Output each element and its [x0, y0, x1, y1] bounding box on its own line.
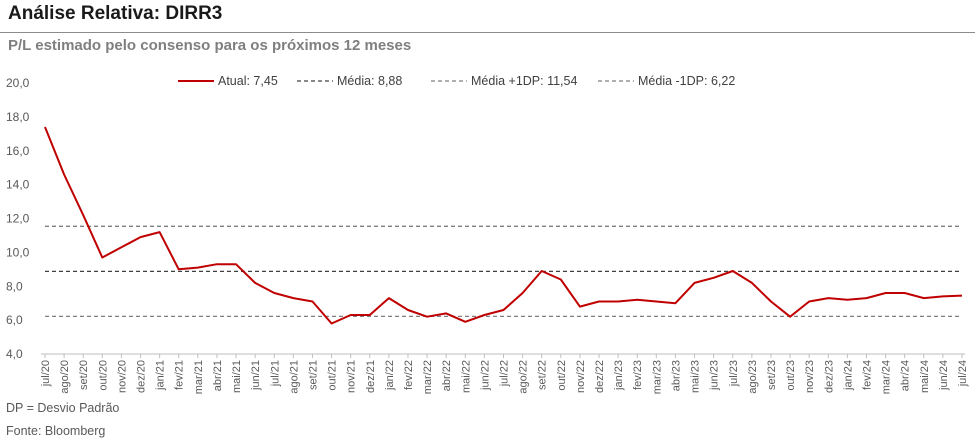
x-tick-label: ago/20 — [59, 360, 71, 394]
x-axis-ticks: jul/20 ago/20 set/20 out/20 nov/20 dez/20 jan/… — [40, 354, 969, 394]
x-tick-label: jan/24 — [842, 360, 854, 391]
legend-item-atual: Atual: 7,45 — [178, 74, 278, 88]
x-tick-label: nov/23 — [804, 360, 816, 393]
x-tick-label: out/22 — [556, 360, 568, 391]
x-tick-label: ago/21 — [288, 360, 300, 394]
x-tick-label: set/21 — [307, 360, 319, 390]
x-tick-label: mai/21 — [231, 360, 243, 393]
x-tick-label: jun/22 — [479, 360, 491, 391]
x-tick-label: fev/24 — [861, 360, 873, 390]
y-tick-label: 6,0 — [6, 313, 23, 327]
y-tick-label: 4,0 — [6, 347, 23, 361]
y-tick-label: 14,0 — [6, 178, 30, 192]
x-tick-label: fev/21 — [174, 360, 186, 390]
pe-line-chart: 4,0 6,0 8,0 10,0 12,0 14,0 16,0 18,0 20,0 jul/20… — [6, 74, 969, 394]
x-tick-label: ago/23 — [747, 360, 759, 394]
x-tick-label: dez/20 — [136, 360, 148, 393]
x-tick-label: out/20 — [97, 360, 109, 391]
legend-label: Atual: 7,45 — [218, 74, 278, 88]
x-tick-label: jan/23 — [613, 360, 625, 391]
y-tick-label: 16,0 — [6, 144, 30, 158]
x-tick-label: jun/23 — [709, 360, 721, 391]
x-tick-label: jan/21 — [155, 360, 167, 391]
x-tick-label: fev/22 — [403, 360, 415, 390]
x-tick-label: abr/23 — [670, 360, 682, 391]
x-tick-label: set/22 — [537, 360, 549, 390]
x-tick-label: mar/22 — [422, 360, 434, 394]
x-tick-label: set/20 — [78, 360, 90, 390]
x-tick-label: nov/22 — [575, 360, 587, 393]
legend-item-media-plus-1sd: Média +1DP: 11,54 — [431, 74, 577, 88]
x-tick-label: mai/22 — [460, 360, 472, 393]
x-tick-label: nov/20 — [116, 360, 128, 393]
legend-label: Média -1DP: 6,22 — [638, 74, 735, 88]
legend: Atual: 7,45 Média: 8,88 Média +1DP: 11,54 M… — [178, 74, 735, 88]
x-tick-label: set/23 — [766, 360, 778, 390]
y-tick-label: 18,0 — [6, 110, 30, 124]
x-tick-label: jul/23 — [728, 360, 740, 387]
series-line-atual — [44, 126, 963, 325]
x-tick-label: dez/22 — [594, 360, 606, 393]
y-tick-label: 12,0 — [6, 212, 30, 226]
x-tick-label: jul/20 — [40, 360, 52, 387]
legend-label: Média: 8,88 — [337, 74, 402, 88]
x-tick-label: jul/21 — [269, 360, 281, 387]
legend-item-media-minus-1sd: Média -1DP: 6,22 — [598, 74, 735, 88]
x-tick-label: ago/22 — [518, 360, 530, 394]
y-tick-label: 20,0 — [6, 76, 30, 90]
chart-title: Análise Relativa: DIRR3 — [8, 3, 223, 24]
x-tick-label: fev/23 — [632, 360, 644, 390]
x-tick-label: abr/21 — [212, 360, 224, 391]
reference-lines — [45, 225, 962, 318]
chart-subtitle: P/L estimado pelo consenso para os próxi… — [8, 37, 412, 54]
legend-item-media: Média: 8,88 — [297, 74, 402, 88]
footnote: DP = Desvio Padrão — [6, 401, 120, 415]
x-tick-label: jun/21 — [250, 360, 262, 391]
y-axis-ticks: 4,0 6,0 8,0 10,0 12,0 14,0 16,0 18,0 20,0 — [6, 76, 30, 361]
x-tick-label: abr/24 — [900, 360, 912, 391]
y-tick-label: 10,0 — [6, 245, 30, 259]
x-tick-label: mai/23 — [690, 360, 702, 393]
x-tick-label: dez/21 — [365, 360, 377, 393]
x-tick-label: out/21 — [327, 360, 339, 391]
x-tick-label: jul/22 — [499, 360, 511, 387]
y-tick-label: 8,0 — [6, 279, 23, 293]
x-tick-label: mar/24 — [881, 360, 893, 394]
x-tick-label: dez/23 — [823, 360, 835, 393]
x-tick-label: mar/23 — [651, 360, 663, 394]
source-note: Fonte: Bloomberg — [6, 424, 106, 438]
x-tick-label: nov/21 — [346, 360, 358, 393]
x-tick-label: abr/22 — [441, 360, 453, 391]
x-tick-label: mai/24 — [919, 360, 931, 393]
title-divider — [0, 32, 975, 33]
x-tick-label: mar/21 — [193, 360, 205, 394]
x-tick-label: jun/24 — [938, 360, 950, 391]
x-tick-label: jul/24 — [957, 360, 969, 387]
legend-label: Média +1DP: 11,54 — [471, 74, 577, 88]
x-tick-label: jan/22 — [384, 360, 396, 391]
x-tick-label: out/23 — [785, 360, 797, 391]
